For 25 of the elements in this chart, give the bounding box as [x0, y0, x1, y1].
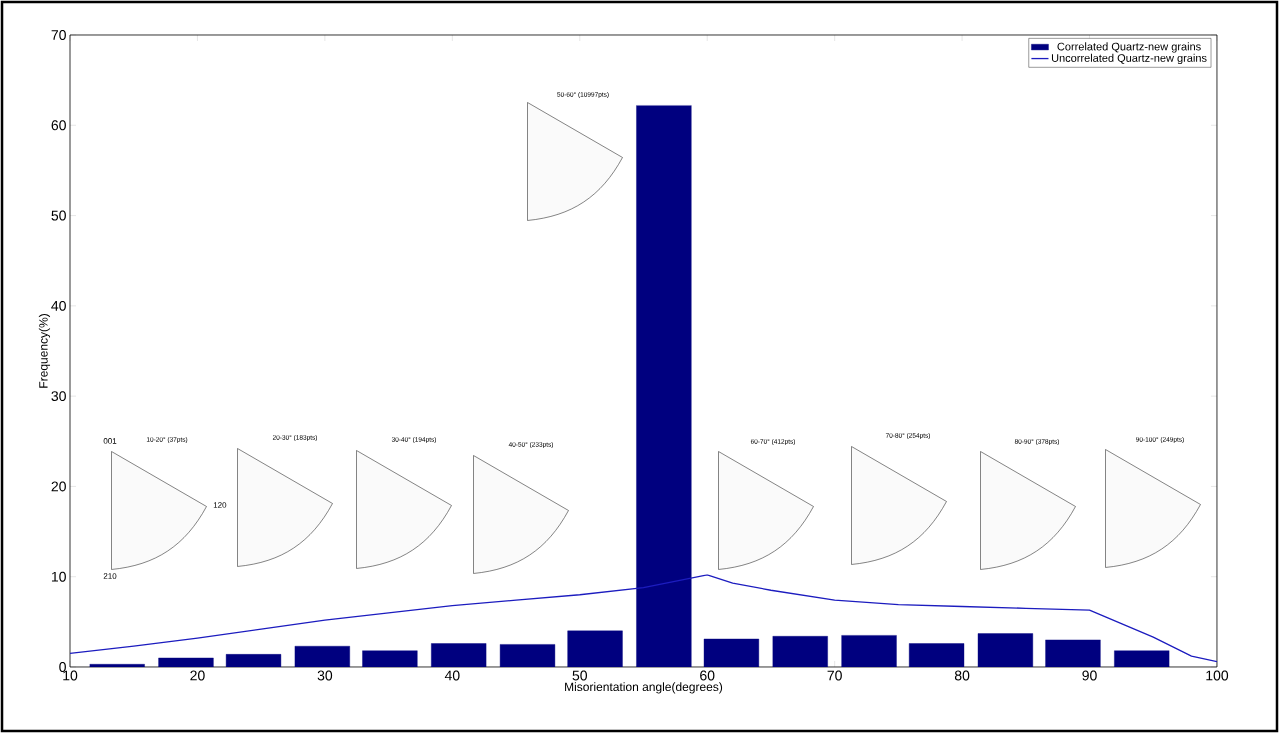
x-tick-label: 70 — [827, 670, 842, 681]
y-tick-label: 50 — [51, 210, 66, 221]
x-tick-label: 30 — [317, 670, 333, 681]
x-tick-label: 20 — [190, 670, 205, 681]
y-tick-label: 0 — [59, 662, 66, 672]
x-tick-label: 50 — [572, 670, 588, 681]
x-tick-label: 100 — [1206, 670, 1229, 681]
y-axis-title: Frequency(%) — [38, 314, 51, 388]
y-tick-label: 60 — [51, 120, 66, 131]
x-tick-label: 10 — [63, 670, 78, 681]
x-axis-title: Misorientation angle(degrees) — [565, 682, 723, 694]
x-tick-label: 80 — [954, 670, 970, 681]
legend-label: Uncorrelated Quartz-new grains — [1051, 53, 1207, 65]
y-tick-label: 10 — [51, 571, 66, 582]
y-tick-label: 30 — [51, 391, 66, 402]
annotation: 001 — [103, 438, 117, 444]
y-tick-label: 70 — [51, 30, 66, 40]
legend-label: Correlated Quartz-new grains — [1057, 42, 1201, 53]
x-tick-label: 60 — [700, 670, 715, 681]
annotation: 210 — [103, 573, 117, 579]
x-tick-label: 90 — [1082, 670, 1097, 681]
annotation: 120 — [213, 502, 227, 508]
x-tick-label: 40 — [444, 670, 460, 681]
y-tick-label: 20 — [51, 481, 66, 492]
y-tick-label: 40 — [51, 300, 66, 311]
